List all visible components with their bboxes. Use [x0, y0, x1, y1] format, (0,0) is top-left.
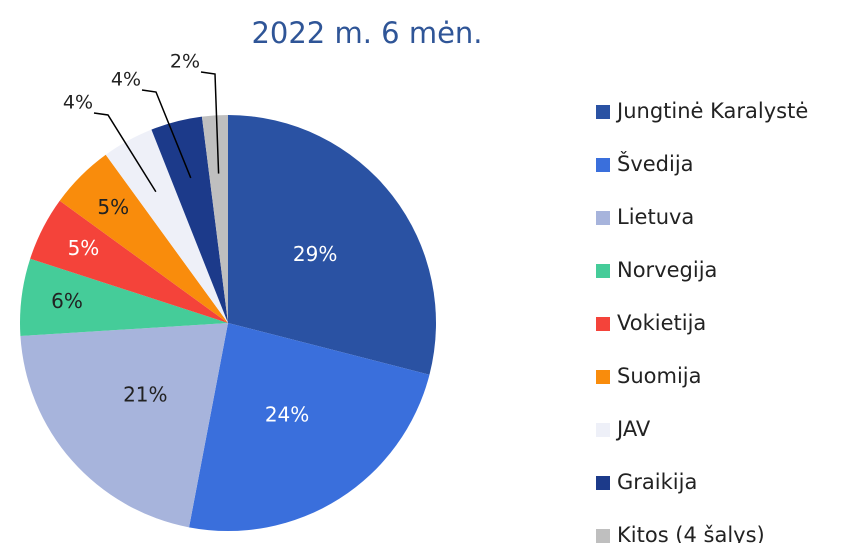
- legend-swatch: [596, 423, 610, 437]
- legend-label: JAV: [615, 417, 651, 441]
- pie-slice: [19, 258, 228, 337]
- legend-label: Kitos (4 šalys): [617, 523, 765, 543]
- leader-line: [141, 89, 192, 179]
- chart-title: 2022 m. 6 mėn.: [251, 16, 482, 50]
- data-label: 5%: [97, 195, 129, 219]
- data-label: 5%: [68, 236, 100, 260]
- legend-swatch: [596, 264, 610, 278]
- pie-slice: [105, 129, 228, 323]
- legend-label: Vokietija: [617, 311, 706, 335]
- leader-line: [93, 112, 157, 193]
- pie-slice: [30, 200, 229, 323]
- legend-swatch: [596, 105, 610, 119]
- pie-slice: [228, 115, 436, 375]
- legend-swatch: [596, 476, 610, 490]
- legend-label: Švedija: [617, 151, 694, 176]
- legend-swatch: [596, 211, 610, 225]
- data-label: 4%: [111, 69, 141, 91]
- pie-slice: [201, 115, 228, 323]
- legend-label: Lietuva: [617, 205, 694, 229]
- pie-slice: [189, 323, 430, 531]
- legend-swatch: [596, 370, 610, 384]
- pie-slice: [151, 116, 228, 324]
- data-label: 24%: [265, 403, 309, 427]
- data-label: 21%: [123, 382, 167, 406]
- legend-label: Jungtinė Karalystė: [615, 99, 808, 123]
- pie-slice: [20, 323, 228, 528]
- pie-slice: [59, 154, 229, 323]
- data-label: 6%: [51, 289, 83, 313]
- legend-label: Norvegija: [617, 258, 717, 282]
- leader-line: [200, 71, 220, 174]
- legend-swatch: [596, 158, 610, 172]
- legend-label: Suomija: [617, 364, 701, 388]
- data-label: 2%: [170, 51, 200, 73]
- legend-swatch: [596, 529, 610, 543]
- data-label: 4%: [63, 92, 93, 114]
- data-label: 29%: [293, 242, 337, 266]
- legend-label: Graikija: [617, 470, 697, 494]
- legend-swatch: [596, 317, 610, 331]
